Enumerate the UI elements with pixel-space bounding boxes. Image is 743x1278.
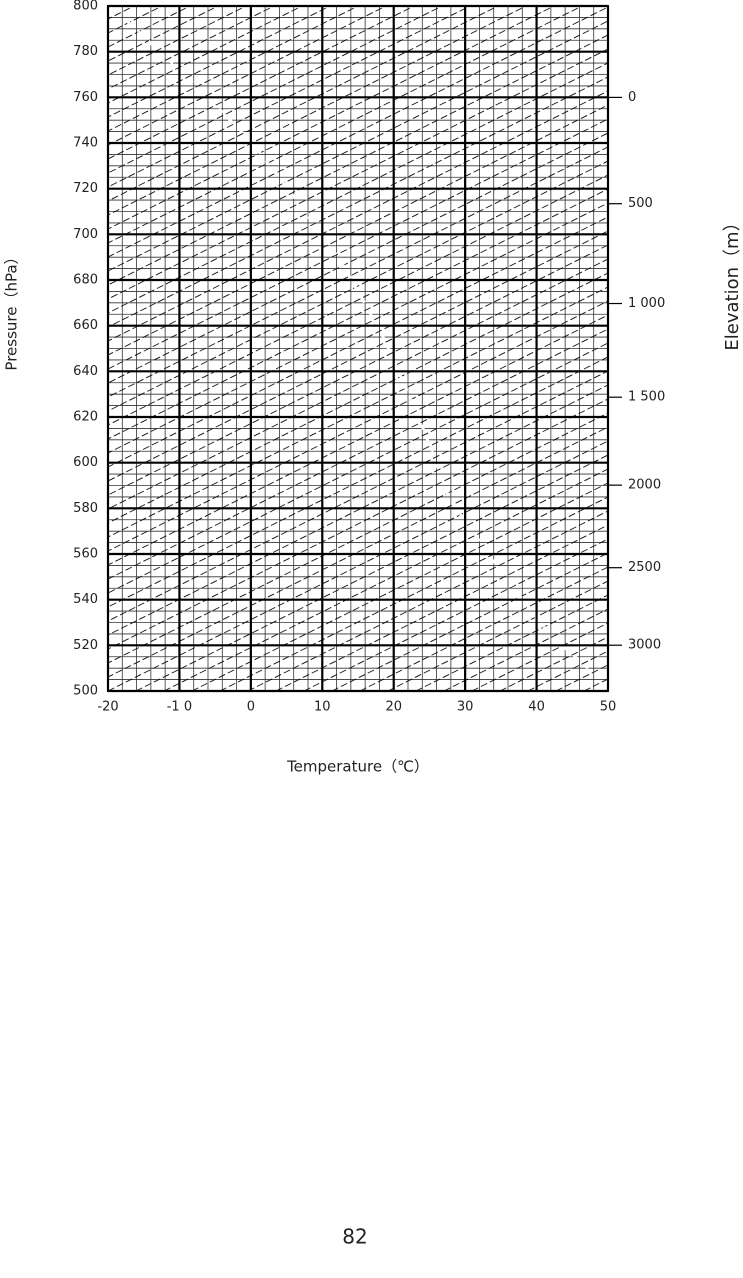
diagonal-line — [108, 300, 608, 552]
y-tick-label: 660 — [73, 318, 98, 333]
y2-tick-label: 2000 — [628, 478, 661, 493]
diagonal-line — [108, 6, 359, 132]
y-tick-label: 500 — [73, 684, 98, 699]
diagonal-line — [108, 160, 608, 412]
y-tick-label: 560 — [73, 547, 98, 562]
diagonal-line — [108, 272, 608, 524]
y2-tick-label: 500 — [628, 196, 653, 211]
diagonal-line — [108, 384, 608, 636]
diagonal-line — [108, 356, 608, 608]
diagonal-line — [135, 454, 608, 691]
y2-tick-label: 1 500 — [628, 390, 665, 405]
diagonal-line — [275, 524, 608, 691]
diagonal-line — [108, 328, 608, 580]
y-tick-label: 800 — [73, 0, 98, 14]
diagonal-line — [108, 440, 608, 691]
y-tick-label: 640 — [73, 364, 98, 379]
diagonal-line — [108, 426, 608, 678]
y-tick-label: 700 — [73, 227, 98, 242]
diagonal-line — [108, 104, 608, 356]
page-number: 82 — [342, 1225, 367, 1249]
dashed-curve — [126, 20, 591, 672]
y2-axis-label: Elevation（m） — [722, 213, 743, 350]
y-tick-label: 600 — [73, 455, 98, 470]
diagonal-line — [108, 118, 608, 370]
y-tick-label: 780 — [73, 44, 98, 59]
diagonal-line — [359, 566, 608, 691]
diagonal-line — [108, 230, 608, 482]
x-tick-label: 40 — [528, 700, 545, 715]
diagonal-line — [108, 146, 608, 398]
diagonal-line — [108, 244, 608, 496]
diagonal-line — [108, 76, 608, 328]
x-tick-label: -20 — [97, 700, 118, 715]
diagonal-line — [108, 34, 608, 286]
y2-tick-label: 1 000 — [628, 296, 665, 311]
x-tick-label: 10 — [314, 700, 331, 715]
diagonal-line — [247, 510, 608, 691]
diagonal-line — [108, 216, 608, 468]
diagonal-line — [108, 6, 583, 244]
diagonal-line — [108, 6, 443, 174]
plot-area — [108, 6, 608, 691]
diagonal-line — [219, 496, 608, 691]
diagonal-line — [108, 286, 608, 538]
y-tick-label: 740 — [73, 136, 98, 151]
diagonal-line — [108, 202, 608, 454]
diagonal-line — [108, 6, 555, 230]
x-tick-label: 30 — [457, 700, 474, 715]
x-tick-label: 50 — [600, 700, 617, 715]
diagonal-line — [108, 398, 608, 650]
diagonal-line — [108, 314, 608, 566]
y-tick-label: 760 — [73, 90, 98, 105]
diagonal-line — [108, 90, 608, 342]
diagonal-line — [108, 258, 608, 510]
diagonal-line — [108, 370, 608, 622]
x-tick-label: 20 — [385, 700, 402, 715]
diagonal-line — [108, 6, 415, 160]
diagonal-line — [108, 62, 608, 314]
diagonal-line — [108, 6, 608, 258]
diagonal-line — [163, 468, 608, 691]
diagonal-line — [108, 342, 608, 594]
diagonal-line — [108, 188, 608, 440]
diagonal-line — [108, 6, 387, 146]
x-tick-label: 0 — [247, 700, 255, 715]
diagonal-line — [108, 132, 608, 384]
diagonal-line — [108, 6, 527, 216]
y-tick-label: 620 — [73, 410, 98, 425]
y-tick-label: 680 — [73, 273, 98, 288]
diagonal-line — [191, 482, 608, 691]
y2-tick-label: 0 — [628, 90, 636, 105]
diagonal-line — [108, 20, 608, 272]
y2-tick-label: 2500 — [628, 560, 661, 575]
y-tick-label: 540 — [73, 592, 98, 607]
x-axis-label: Temperature（℃） — [286, 758, 429, 776]
diagonal-line — [108, 6, 499, 202]
y-tick-label: 520 — [73, 638, 98, 653]
y-axis-label: Pressure（hPa） — [3, 249, 21, 370]
x-tick-label: -1 0 — [167, 700, 192, 715]
y-tick-label: 720 — [73, 181, 98, 196]
diagonal-line — [331, 552, 608, 691]
diagonal-line — [108, 174, 608, 426]
y2-tick-label: 3000 — [628, 638, 661, 653]
plot-frame — [107, 5, 609, 692]
diagonal-line — [108, 412, 608, 664]
diagonal-line — [108, 6, 471, 188]
diagonal-line — [303, 538, 608, 691]
y-tick-label: 580 — [73, 501, 98, 516]
